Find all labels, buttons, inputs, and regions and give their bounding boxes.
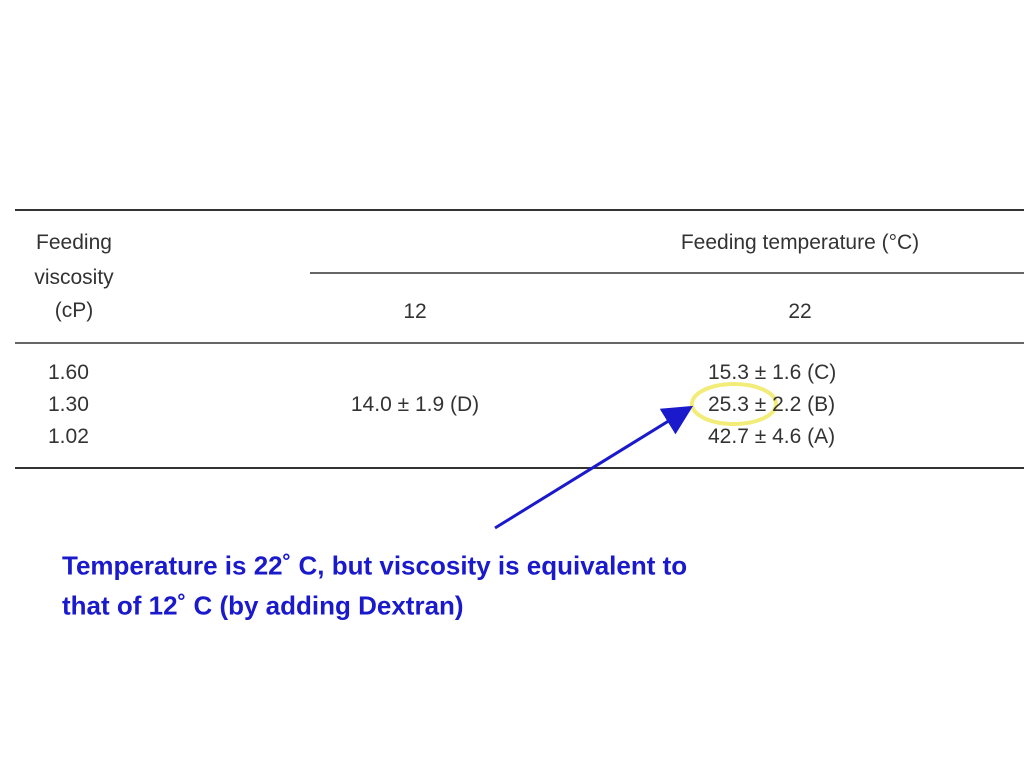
- cell: 14.0 ± 1.9 (D): [350, 393, 480, 416]
- row-header: (cP): [54, 299, 94, 322]
- cell: 25.3 ± 2.2 (B): [708, 393, 836, 416]
- cell: 15.3 ± 1.6 (C): [708, 361, 837, 384]
- row-header: Feeding: [36, 231, 112, 254]
- annotation: that of 12˚ C (by adding Dextran): [62, 590, 464, 621]
- column-header: 22: [788, 300, 812, 323]
- column-header: 12: [403, 300, 427, 323]
- arrow: [494, 405, 694, 530]
- viscosity: 1.02: [48, 425, 89, 448]
- annotation: Temperature is 22˚ C, but viscosity is e…: [62, 550, 688, 581]
- viscosity: 1.60: [48, 361, 89, 384]
- viscosity: 1.30: [48, 393, 89, 416]
- group-header: Feeding temperature (°C): [680, 231, 920, 254]
- highlight-circle: [690, 382, 778, 426]
- cell: 42.7 ± 4.6 (A): [708, 425, 836, 448]
- row-header: viscosity: [34, 266, 114, 289]
